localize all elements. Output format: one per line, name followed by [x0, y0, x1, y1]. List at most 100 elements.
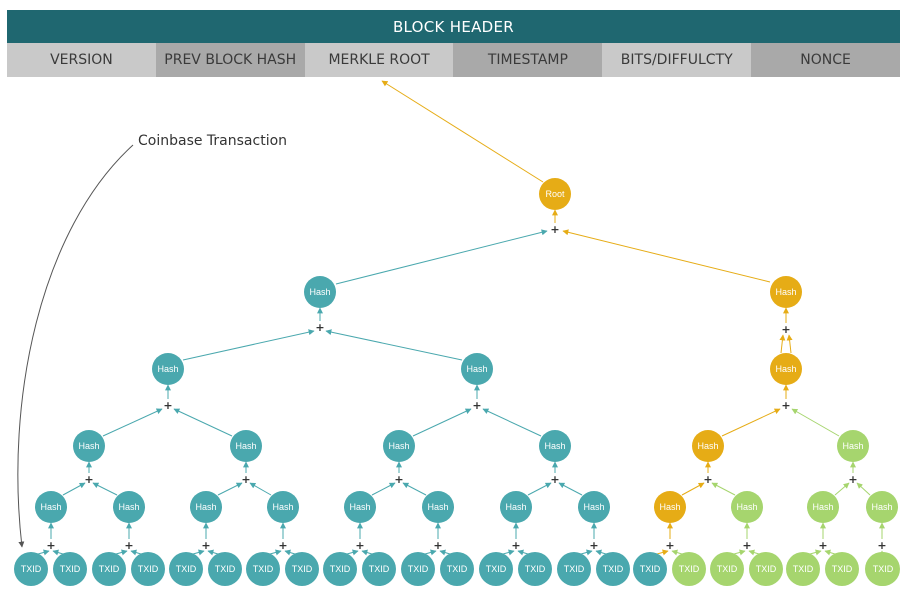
txid-node-8: TXID	[323, 552, 357, 586]
edge-leaf-21	[824, 549, 836, 556]
txid-node-17-label: TXID	[679, 564, 700, 574]
edge-l1-10	[834, 482, 850, 496]
txid-node-17-circle	[672, 552, 706, 586]
hash-l1-1-circle	[113, 491, 145, 523]
txid-node-4: TXID	[169, 552, 203, 586]
edge-root-to-merkle-root	[381, 80, 544, 183]
txid-node-11: TXID	[440, 552, 474, 586]
field-timestamp: TIMESTAMP	[453, 43, 603, 77]
txid-node-9: TXID	[362, 552, 396, 586]
edge-l2-5	[791, 408, 840, 437]
hash-l2-1-circle	[230, 430, 262, 462]
edge-leaf-14	[580, 549, 593, 556]
hash-l1-2: Hash	[190, 491, 222, 523]
edge-l2-0	[102, 408, 163, 437]
edge-l3-2b	[786, 334, 793, 354]
field-bits-difficulty: BITS/DIFFULCTY	[602, 43, 752, 77]
edge-l1-7	[558, 482, 583, 496]
txid-node-1: TXID	[53, 552, 87, 586]
txid-node-21-label: TXID	[832, 564, 853, 574]
txid-node-8-circle	[323, 552, 357, 586]
edge-leaf-6	[269, 549, 282, 556]
txid-node-10-label: TXID	[408, 564, 429, 574]
hash-l2-5: Hash	[837, 430, 869, 462]
txid-node-2-label: TXID	[99, 564, 120, 574]
hash-l3-0-circle	[152, 353, 184, 385]
txid-node-3-label: TXID	[138, 564, 159, 574]
hash-l1-9-label: Hash	[736, 502, 757, 512]
hash-l1-0: Hash	[35, 491, 67, 523]
txid-node-14-label: TXID	[564, 564, 585, 574]
txid-node-7-circle	[285, 552, 319, 586]
hash-l1-11-circle	[866, 491, 898, 523]
txid-node-13-label: TXID	[525, 564, 546, 574]
hash-l3-2-circle	[770, 353, 802, 385]
txid-node-21-circle	[825, 552, 859, 586]
hash-l1-7: Hash	[578, 491, 610, 523]
hash-l2-4-circle	[692, 430, 724, 462]
txid-node-8-label: TXID	[330, 564, 351, 574]
txid-node-21: TXID	[825, 552, 859, 586]
hash-l3-2-label: Hash	[775, 364, 796, 374]
edge-leaf-17	[671, 549, 683, 556]
txid-node-7-label: TXID	[292, 564, 313, 574]
plus-l2-3: +	[550, 473, 559, 486]
hash-l4-1-circle	[770, 276, 802, 308]
hash-l3-0: Hash	[152, 353, 184, 385]
hash-l4-1-label: Hash	[775, 287, 796, 297]
hash-l2-2-circle	[383, 430, 415, 462]
field-nonce: NONCE	[751, 43, 900, 77]
txid-node-0-label: TXID	[21, 564, 42, 574]
txid-node-3: TXID	[131, 552, 165, 586]
block-header-title: BLOCK HEADER	[7, 10, 900, 43]
hash-l2-1-label: Hash	[235, 441, 256, 451]
txid-node-17: TXID	[672, 552, 706, 586]
plus-l1-4: +	[355, 539, 364, 552]
edge-leaf-1	[52, 549, 64, 556]
hash-l1-8: Hash	[654, 491, 686, 523]
txid-node-13: TXID	[518, 552, 552, 586]
txid-node-11-label: TXID	[447, 564, 468, 574]
txid-node-18-label: TXID	[717, 564, 738, 574]
plus-l1-2: +	[201, 539, 210, 552]
txid-node-12-label: TXID	[486, 564, 507, 574]
txid-node-19: TXID	[749, 552, 783, 586]
plus-l2-0: +	[84, 473, 93, 486]
hash-l2-4-label: Hash	[697, 441, 718, 451]
txid-node-11-circle	[440, 552, 474, 586]
coinbase-arrow	[17, 144, 134, 548]
edge-l3-0	[182, 329, 315, 361]
txid-node-1-label: TXID	[60, 564, 81, 574]
tree-nodes: + + + + + + + + + + + + + + + + + + + + + + + + TXID TXID TXID TXID…	[14, 178, 900, 586]
edge-leaf-15	[595, 549, 607, 556]
plus-l2-5: +	[848, 473, 857, 486]
plus-l1-6: +	[511, 539, 520, 552]
txid-node-20-label: TXID	[793, 564, 814, 574]
hash-l2-2-label: Hash	[388, 441, 409, 451]
plus-l1-11: +	[877, 539, 886, 552]
edge-l1-4	[371, 482, 396, 496]
edge-l2-1	[173, 408, 233, 437]
txid-node-15-label: TXID	[603, 564, 624, 574]
hash-l1-6: Hash	[500, 491, 532, 523]
hash-l2-4: Hash	[692, 430, 724, 462]
edge-l4-1	[562, 229, 771, 283]
hash-l1-6-label: Hash	[505, 502, 526, 512]
txid-node-6-label: TXID	[253, 564, 274, 574]
plus-l1-3: +	[278, 539, 287, 552]
txid-node-19-label: TXID	[756, 564, 777, 574]
plus-l3-0: +	[163, 399, 172, 412]
hash-l1-4-label: Hash	[349, 502, 370, 512]
field-merkle-root: MERKLE ROOT	[304, 43, 454, 77]
plus-l4-1: +	[781, 323, 790, 336]
hash-l2-2: Hash	[383, 430, 415, 462]
hash-l2-1: Hash	[230, 430, 262, 462]
hash-l1-9: Hash	[731, 491, 763, 523]
plus-l2-2: +	[394, 473, 403, 486]
hash-l2-0-circle	[73, 430, 105, 462]
edge-l1-5	[402, 482, 427, 496]
plus-l1-1: +	[124, 539, 133, 552]
txid-node-18-circle	[710, 552, 744, 586]
txid-node-16-circle	[633, 552, 667, 586]
txid-node-20-circle	[786, 552, 820, 586]
